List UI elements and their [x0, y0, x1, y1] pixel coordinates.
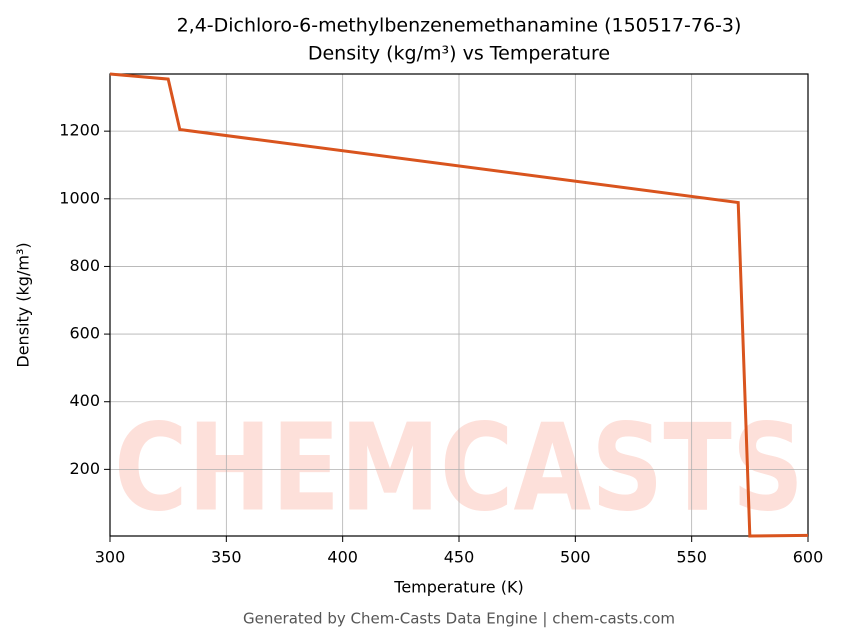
y-tick-label: 800 — [69, 256, 100, 275]
y-tick-label: 200 — [69, 459, 100, 478]
x-tick-label: 450 — [444, 548, 475, 567]
x-tick-label: 400 — [327, 548, 358, 567]
x-tick-label: 550 — [676, 548, 707, 567]
footer: Generated by Chem-Casts Data Engine | ch… — [243, 610, 675, 628]
chart-subtitle: Density (kg/m³) vs Temperature — [308, 43, 610, 65]
x-tick-label: 300 — [95, 548, 126, 567]
plot-frame — [109, 73, 809, 537]
x-tick-label: 500 — [560, 548, 591, 567]
y-tick-label: 400 — [69, 391, 100, 410]
y-tick-label: 1200 — [59, 121, 100, 140]
y-tick-label: 1000 — [59, 188, 100, 207]
x-tick-label: 600 — [793, 548, 824, 567]
data-line — [109, 72, 809, 538]
x-axis-label: Temperature (K) — [393, 578, 523, 597]
y-axis-label: Density (kg/m³) — [14, 242, 33, 367]
chart-title: 2,4-Dichloro-6-methylbenzenemethanamine … — [177, 15, 742, 37]
x-tick-label: 350 — [211, 548, 242, 567]
y-tick-label: 600 — [69, 324, 100, 343]
